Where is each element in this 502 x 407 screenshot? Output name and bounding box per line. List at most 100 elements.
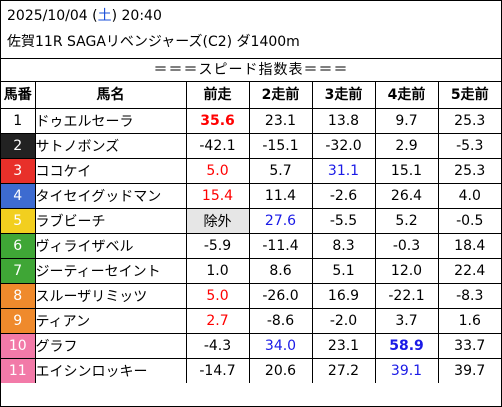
- table-row: 4 タイセイグッドマン 15.4 11.4 -2.6 26.4 4.0: [1, 182, 501, 209]
- speed-index-2-races-ago-cell: 11.4: [248, 182, 313, 209]
- speed-index-4-races-ago-cell: 12.0: [374, 257, 439, 284]
- col-header-4-races-ago: 4走前: [374, 81, 439, 109]
- speed-index-last-race-cell: 15.4: [185, 182, 250, 209]
- race-datetime: 2025/10/04 (土) 20:40: [7, 6, 162, 26]
- table-header-row: 馬番 馬名 前走 2走前 3走前 4走前 5走前: [1, 81, 501, 109]
- speed-index-3-races-ago-cell: -2.6: [311, 182, 376, 209]
- speed-index-last-race-cell: -5.9: [185, 232, 250, 259]
- date-prefix: 2025/10/04 (: [7, 8, 98, 24]
- speed-index-3-races-ago-cell: 23.1: [311, 332, 376, 359]
- time-suffix: ) 20:40: [111, 8, 162, 24]
- horse-name-cell: エイシンロッキー: [34, 357, 187, 383]
- table-row: 2 サトノボンズ -42.1 -15.1 -32.0 2.9 -5.3: [1, 132, 501, 159]
- speed-index-4-races-ago-cell: 39.1: [374, 357, 439, 383]
- horse-name-cell: サトノボンズ: [34, 132, 187, 159]
- table-row: 7 ジーティーセイント 1.0 8.6 5.1 12.0 22.4: [1, 257, 501, 284]
- speed-index-2-races-ago-cell: 34.0: [248, 332, 313, 359]
- speed-index-last-race-cell: 2.7: [185, 307, 250, 334]
- horse-number-cell: 5: [1, 207, 36, 234]
- speed-index-4-races-ago-cell: -0.3: [374, 232, 439, 259]
- horse-number-cell: 11: [1, 357, 36, 383]
- col-header-2-races-ago: 2走前: [248, 81, 313, 109]
- speed-index-last-race-cell: -42.1: [185, 132, 250, 159]
- speed-index-3-races-ago-cell: 13.8: [311, 107, 376, 134]
- speed-index-3-races-ago-cell: -32.0: [311, 132, 376, 159]
- horse-name-cell: グラフ: [34, 332, 187, 359]
- speed-index-4-races-ago-cell: 5.2: [374, 207, 439, 234]
- horse-name-cell: ココケイ: [34, 157, 187, 184]
- speed-index-5-races-ago-cell: 25.3: [437, 107, 501, 134]
- speed-index-last-race-cell: 1.0: [185, 257, 250, 284]
- table-row: 5 ラブビーチ 除外 27.6 -5.5 5.2 -0.5: [1, 207, 501, 234]
- horse-number-cell: 7: [1, 257, 36, 284]
- horse-name-cell: ラブビーチ: [34, 207, 187, 234]
- table-row: 11 エイシンロッキー -14.7 20.6 27.2 39.1 39.7: [1, 357, 501, 383]
- col-header-last-race: 前走: [185, 81, 250, 109]
- speed-index-3-races-ago-cell: 5.1: [311, 257, 376, 284]
- speed-index-4-races-ago-cell: 15.1: [374, 157, 439, 184]
- horse-name-cell: ドゥエルセーラ: [34, 107, 187, 134]
- speed-index-5-races-ago-cell: 33.7: [437, 332, 501, 359]
- speed-index-5-races-ago-cell: 39.7: [437, 357, 501, 383]
- horse-number-cell: 8: [1, 282, 36, 309]
- table-row: 1 ドゥエルセーラ 35.6 23.1 13.8 9.7 25.3: [1, 107, 501, 134]
- col-header-3-races-ago: 3走前: [311, 81, 376, 109]
- race-title: 佐賀11R SAGAリベンジャーズ(C2) ダ1400m: [7, 34, 300, 50]
- horse-number-cell: 6: [1, 232, 36, 259]
- speed-index-3-races-ago-cell: 27.2: [311, 357, 376, 383]
- speed-index-5-races-ago-cell: 4.0: [437, 182, 501, 209]
- speed-index-2-races-ago-cell: 8.6: [248, 257, 313, 284]
- speed-index-3-races-ago-cell: 8.3: [311, 232, 376, 259]
- speed-index-4-races-ago-cell: 9.7: [374, 107, 439, 134]
- speed-index-table: 馬番 馬名 前走 2走前 3走前 4走前 5走前 1 ドゥエルセーラ 35.6 23.…: [1, 81, 501, 383]
- speed-index-last-race-cell: 35.6: [185, 107, 250, 134]
- horse-name-cell: ジーティーセイント: [34, 257, 187, 284]
- speed-index-5-races-ago-cell: 25.3: [437, 157, 501, 184]
- speed-index-2-races-ago-cell: -15.1: [248, 132, 313, 159]
- speed-index-2-races-ago-cell: 27.6: [248, 207, 313, 234]
- horse-name-cell: スルーザリミッツ: [34, 282, 187, 309]
- speed-index-last-race-cell: 5.0: [185, 282, 250, 309]
- col-header-5-races-ago: 5走前: [437, 81, 501, 109]
- horse-number-cell: 4: [1, 182, 36, 209]
- speed-index-5-races-ago-cell: -5.3: [437, 132, 501, 159]
- speed-index-5-races-ago-cell: 22.4: [437, 257, 501, 284]
- table-row: 3 ココケイ 5.0 5.7 31.1 15.1 25.3: [1, 157, 501, 184]
- horse-number-cell: 10: [1, 332, 36, 359]
- horse-name-cell: ティアン: [34, 307, 187, 334]
- speed-index-4-races-ago-cell: 3.7: [374, 307, 439, 334]
- speed-index-last-race-cell: 5.0: [185, 157, 250, 184]
- col-header-number: 馬番: [1, 81, 36, 109]
- col-header-horse-name: 馬名: [34, 81, 187, 109]
- speed-index-last-race-cell: -14.7: [185, 357, 250, 383]
- speed-index-3-races-ago-cell: -2.0: [311, 307, 376, 334]
- speed-index-5-races-ago-cell: 18.4: [437, 232, 501, 259]
- speed-index-4-races-ago-cell: -22.1: [374, 282, 439, 309]
- speed-index-2-races-ago-cell: 23.1: [248, 107, 313, 134]
- table-row: 9 ティアン 2.7 -8.6 -2.0 3.7 1.6: [1, 307, 501, 334]
- horse-number-cell: 2: [1, 132, 36, 159]
- speed-index-last-race-cell: 除外: [185, 207, 250, 234]
- horse-number-cell: 3: [1, 157, 36, 184]
- speed-index-4-races-ago-cell: 26.4: [374, 182, 439, 209]
- speed-index-4-races-ago-cell: 58.9: [374, 332, 439, 359]
- day-of-week: 土: [97, 8, 112, 24]
- speed-index-2-races-ago-cell: -8.6: [248, 307, 313, 334]
- table-row: 6 ヴィライザベル -5.9 -11.4 8.3 -0.3 18.4: [1, 232, 501, 259]
- horse-name-cell: タイセイグッドマン: [34, 182, 187, 209]
- speed-index-2-races-ago-cell: -11.4: [248, 232, 313, 259]
- speed-index-2-races-ago-cell: -26.0: [248, 282, 313, 309]
- speed-index-3-races-ago-cell: 16.9: [311, 282, 376, 309]
- speed-index-5-races-ago-cell: -0.5: [437, 207, 501, 234]
- speed-index-3-races-ago-cell: -5.5: [311, 207, 376, 234]
- horse-number-cell: 9: [1, 307, 36, 334]
- speed-index-5-races-ago-cell: -8.3: [437, 282, 501, 309]
- horse-number-cell: 1: [1, 107, 36, 134]
- speed-index-3-races-ago-cell: 31.1: [311, 157, 376, 184]
- speed-index-2-races-ago-cell: 20.6: [248, 357, 313, 383]
- speed-index-2-races-ago-cell: 5.7: [248, 157, 313, 184]
- speed-index-4-races-ago-cell: 2.9: [374, 132, 439, 159]
- speed-index-5-races-ago-cell: 1.6: [437, 307, 501, 334]
- table-row: 10 グラフ -4.3 34.0 23.1 58.9 33.7: [1, 332, 501, 359]
